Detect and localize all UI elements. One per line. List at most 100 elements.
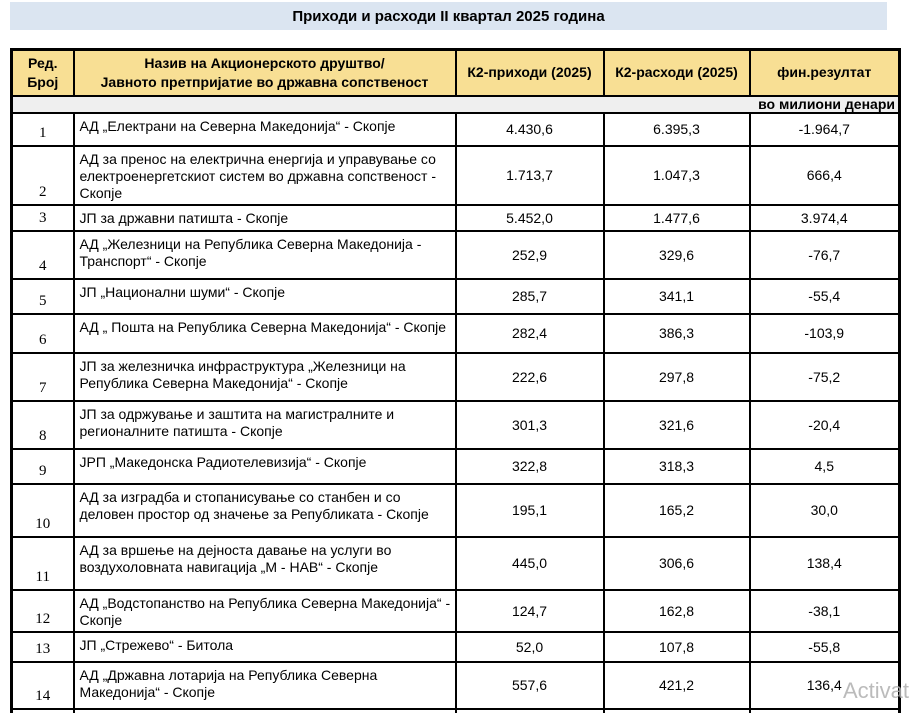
result-value <box>748 707 901 713</box>
result-value: 138,4 <box>748 535 901 591</box>
income-value: 52,0 <box>454 630 605 663</box>
title-text: Приходи и расходи II квартал 2025 година <box>292 7 605 25</box>
company-name: АД за пренос на електрична енергија и уп… <box>72 144 457 206</box>
result-value: -75,2 <box>748 351 901 402</box>
header-expense: К2-расходи (2025) <box>602 48 751 97</box>
table-row-partial <box>10 707 901 713</box>
financial-table: Ред. Број Назив на Акционерското друштво… <box>10 48 901 713</box>
row-number: 1 <box>10 111 75 147</box>
expense-value: 329,6 <box>602 229 751 280</box>
table-row: 11 АД за вршење на дејноста давање на усл… <box>10 535 901 591</box>
expense-value: 1.477,6 <box>602 203 751 232</box>
row-number: 12 <box>10 588 75 633</box>
header-result: фин.резултат <box>748 48 901 97</box>
income-value <box>454 707 605 713</box>
expense-value: 321,6 <box>602 399 751 450</box>
header-num-line2: Број <box>27 73 59 90</box>
header-num-line1: Ред. <box>27 54 58 71</box>
company-name <box>72 707 457 713</box>
table-row: 12 АД „Водстопанство на Република Северна… <box>10 588 901 633</box>
header-name-line2: Јавното претпријатие во државна сопствен… <box>100 73 429 90</box>
income-value: 282,4 <box>454 312 605 354</box>
income-value: 4.430,6 <box>454 111 605 147</box>
expense-value: 318,3 <box>602 447 751 485</box>
expense-value: 107,8 <box>602 630 751 663</box>
table-row: 7 ЈП за железничка инфраструктура „Железн… <box>10 351 901 402</box>
company-name: ЈП за државни патишта - Скопје <box>72 203 457 232</box>
result-value: -55,8 <box>748 630 901 663</box>
row-number: 9 <box>10 447 75 485</box>
header-name-line1: Назив на Акционерското друштво/ <box>144 54 385 71</box>
company-name: АД „ Пошта на Република Северна Македони… <box>72 312 457 354</box>
row-number: 7 <box>10 351 75 402</box>
table-row: 6 АД „ Пошта на Република Северна Македон… <box>10 312 901 354</box>
expense-value: 165,2 <box>602 482 751 538</box>
row-number: 11 <box>10 535 75 591</box>
result-value: -20,4 <box>748 399 901 450</box>
company-name: АД за вршење на дејноста давање на услуг… <box>72 535 457 591</box>
income-value: 5.452,0 <box>454 203 605 232</box>
row-number: 3 <box>10 203 75 232</box>
income-value: 557,6 <box>454 660 605 710</box>
row-number: 5 <box>10 277 75 315</box>
result-value: 136,4 <box>748 660 901 710</box>
company-name: АД „Железници на Република Северна Макед… <box>72 229 457 280</box>
row-number: 13 <box>10 630 75 663</box>
document-title: Приходи и расходи II квартал 2025 година <box>10 2 887 30</box>
table-header: Ред. Број Назив на Акционерското друштво… <box>10 48 901 114</box>
expense-value: 162,8 <box>602 588 751 633</box>
result-value: 30,0 <box>748 482 901 538</box>
table-body: 1 АД „Електрани на Северна Македонија“ - … <box>10 111 901 713</box>
income-value: 301,3 <box>454 399 605 450</box>
result-value: 3.974,4 <box>748 203 901 232</box>
company-name: АД „Државна лотарија на Република Северн… <box>72 660 457 710</box>
expense-value: 341,1 <box>602 277 751 315</box>
company-name: ЈП „Национални шуми“ - Скопје <box>72 277 457 315</box>
row-number: 14 <box>10 660 75 710</box>
expense-value <box>602 707 751 713</box>
company-name: АД „Водстопанство на Република Северна М… <box>72 588 457 633</box>
unit-note: во милиони денари <box>10 94 901 114</box>
header-income: К2-приходи (2025) <box>454 48 605 97</box>
expense-value: 1.047,3 <box>602 144 751 206</box>
income-value: 285,7 <box>454 277 605 315</box>
expense-value: 297,8 <box>602 351 751 402</box>
result-value: -103,9 <box>748 312 901 354</box>
row-number: 6 <box>10 312 75 354</box>
activation-watermark: Activat <box>843 678 910 703</box>
company-name: АД за изградба и стопанисување со станбе… <box>72 482 457 538</box>
table-row: 9 ЈРП „Македонска Радиотелевизија“ - Скоп… <box>10 447 901 485</box>
row-number <box>10 707 75 713</box>
income-value: 1.713,7 <box>454 144 605 206</box>
row-number: 2 <box>10 144 75 206</box>
row-number: 4 <box>10 229 75 280</box>
result-value: -1.964,7 <box>748 111 901 147</box>
row-number: 10 <box>10 482 75 538</box>
company-name: ЈП „Стрежево“ - Битола <box>72 630 457 663</box>
company-name: ЈП за одржување и заштита на магистрални… <box>72 399 457 450</box>
table-row: 2 АД за пренос на електрична енергија и у… <box>10 144 901 206</box>
result-value: -38,1 <box>748 588 901 633</box>
unit-row: во милиони денари <box>10 94 901 114</box>
income-value: 222,6 <box>454 351 605 402</box>
expense-value: 386,3 <box>602 312 751 354</box>
company-name: АД „Електрани на Северна Македонија“ - С… <box>72 111 457 147</box>
table-row: 8 ЈП за одржување и заштита на магистралн… <box>10 399 901 450</box>
expense-value: 306,6 <box>602 535 751 591</box>
table-row: 1 АД „Електрани на Северна Македонија“ - … <box>10 111 901 147</box>
income-value: 322,8 <box>454 447 605 485</box>
income-value: 124,7 <box>454 588 605 633</box>
result-value: -76,7 <box>748 229 901 280</box>
table-row: 14 АД „Државна лотарија на Република Севе… <box>10 660 901 710</box>
company-name: ЈРП „Македонска Радиотелевизија“ - Скопј… <box>72 447 457 485</box>
result-value: 4,5 <box>748 447 901 485</box>
result-value: -55,4 <box>748 277 901 315</box>
header-row: Ред. Број Назив на Акционерското друштво… <box>10 48 901 97</box>
table-row: 13 ЈП „Стрежево“ - Битола 52,0 107,8 -55,8 <box>10 630 901 663</box>
table-row: 5 ЈП „Национални шуми“ - Скопје 285,7 341,1… <box>10 277 901 315</box>
row-number: 8 <box>10 399 75 450</box>
header-company-name: Назив на Акционерското друштво/ Јавното … <box>72 48 457 97</box>
table-row: 10 АД за изградба и стопанисување со стан… <box>10 482 901 538</box>
table-row: 4 АД „Железници на Република Северна Маке… <box>10 229 901 280</box>
